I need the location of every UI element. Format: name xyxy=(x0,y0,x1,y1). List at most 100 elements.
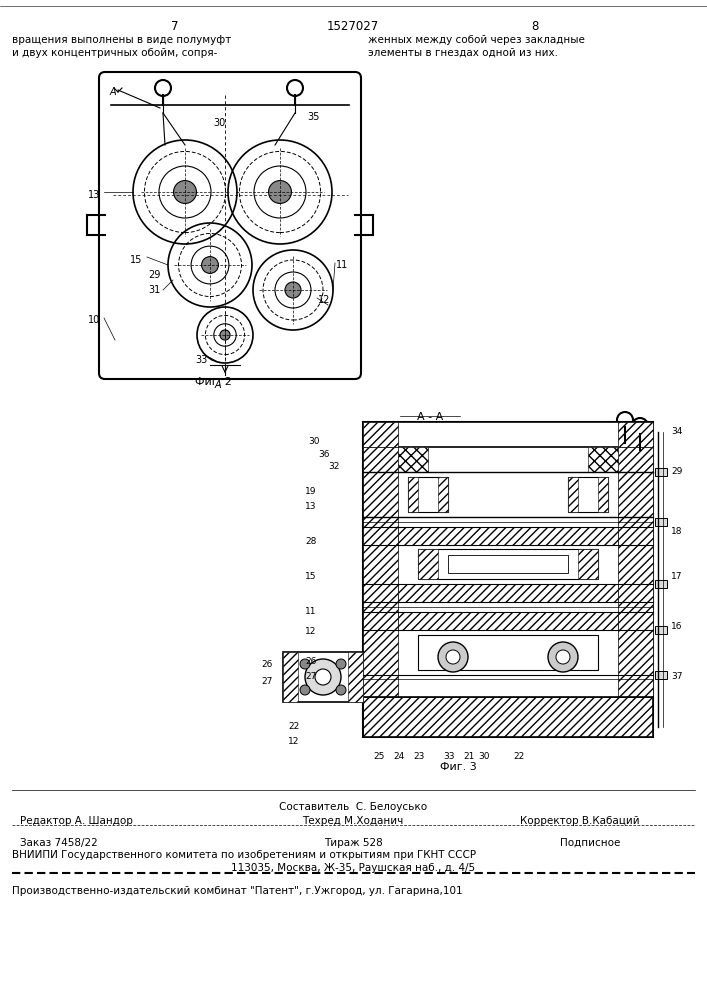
Text: 7: 7 xyxy=(171,20,179,33)
Text: женных между собой через закладные: женных между собой через закладные xyxy=(368,35,585,45)
Circle shape xyxy=(556,650,570,664)
Circle shape xyxy=(201,257,218,273)
Text: 30: 30 xyxy=(478,752,489,761)
Bar xyxy=(283,652,363,702)
Text: 12: 12 xyxy=(318,295,330,305)
Text: 12: 12 xyxy=(288,737,299,746)
Text: Подписное: Подписное xyxy=(560,838,620,848)
Circle shape xyxy=(305,659,341,695)
Circle shape xyxy=(285,282,301,298)
Bar xyxy=(398,584,618,602)
Circle shape xyxy=(300,659,310,669)
Bar xyxy=(655,626,667,634)
Bar xyxy=(578,549,598,579)
Text: Производственно-издательский комбинат "Патент", г.Ужгород, ул. Гагарина,101: Производственно-издательский комбинат "П… xyxy=(12,886,462,896)
Text: 34: 34 xyxy=(671,427,682,436)
Text: 8: 8 xyxy=(532,20,539,33)
Text: элементы в гнездах одной из них.: элементы в гнездах одной из них. xyxy=(368,48,558,58)
Text: 10: 10 xyxy=(88,315,100,325)
Text: Редактор А. Шандор: Редактор А. Шандор xyxy=(20,816,133,826)
Text: Тираж 528: Тираж 528 xyxy=(324,838,382,848)
Circle shape xyxy=(336,685,346,695)
Bar xyxy=(363,422,653,447)
Bar xyxy=(568,477,578,512)
Bar xyxy=(655,518,667,526)
Text: 19: 19 xyxy=(305,487,317,496)
Text: Составитель  С. Белоуськo: Составитель С. Белоуськo xyxy=(279,802,427,812)
Bar xyxy=(348,652,363,702)
Text: 24: 24 xyxy=(393,752,404,761)
Bar xyxy=(418,635,598,670)
Circle shape xyxy=(548,642,578,672)
Text: вращения выполнены в виде полумуфт: вращения выполнены в виде полумуфт xyxy=(12,35,231,45)
Bar xyxy=(408,477,448,512)
Bar xyxy=(363,422,653,737)
Bar xyxy=(438,477,448,512)
Text: 15: 15 xyxy=(305,572,317,581)
Bar xyxy=(398,527,618,545)
Text: Техред М.Ходанич: Техред М.Ходанич xyxy=(303,816,404,826)
Text: Фиг. 2: Фиг. 2 xyxy=(195,377,232,387)
Text: 26: 26 xyxy=(261,660,272,669)
Text: 33: 33 xyxy=(195,355,207,365)
Text: 30: 30 xyxy=(213,118,226,128)
Text: Фиг. 3: Фиг. 3 xyxy=(440,762,477,772)
Text: 27: 27 xyxy=(305,672,316,681)
Circle shape xyxy=(336,659,346,669)
Text: 18: 18 xyxy=(671,527,682,536)
Bar xyxy=(598,477,608,512)
Text: 13: 13 xyxy=(88,190,100,200)
Circle shape xyxy=(446,650,460,664)
Text: Корректор В.Кабаций: Корректор В.Кабаций xyxy=(520,816,640,826)
Text: 36: 36 xyxy=(318,450,329,459)
Text: 29: 29 xyxy=(148,270,160,280)
Text: 23: 23 xyxy=(413,752,424,761)
Bar xyxy=(448,555,568,573)
Text: 27: 27 xyxy=(261,677,272,686)
Text: А: А xyxy=(215,380,221,390)
Text: 25: 25 xyxy=(373,752,385,761)
Text: 35: 35 xyxy=(307,112,320,122)
Text: 31: 31 xyxy=(148,285,160,295)
Bar xyxy=(363,697,653,737)
Text: 33: 33 xyxy=(443,752,455,761)
Text: 11: 11 xyxy=(336,260,349,270)
Text: 11: 11 xyxy=(305,607,317,616)
Text: 1527027: 1527027 xyxy=(327,20,379,33)
Circle shape xyxy=(315,669,331,685)
Text: ВНИИПИ Государственного комитета по изобретениям и открытиям при ГКНТ СССР: ВНИИПИ Государственного комитета по изоб… xyxy=(12,850,476,860)
Text: 13: 13 xyxy=(305,502,317,511)
Circle shape xyxy=(300,685,310,695)
Text: 30: 30 xyxy=(308,437,320,446)
Bar xyxy=(283,652,298,702)
Bar xyxy=(588,447,618,472)
Bar xyxy=(655,580,667,588)
Text: 28: 28 xyxy=(305,537,316,546)
Text: и двух концентричных обойм, сопря-: и двух концентричных обойм, сопря- xyxy=(12,48,217,58)
Text: 113035, Москва, Ж-35, Раушская наб., д. 4/5: 113035, Москва, Ж-35, Раушская наб., д. … xyxy=(231,863,475,873)
Bar xyxy=(655,671,667,679)
Bar xyxy=(568,477,608,512)
Text: 22: 22 xyxy=(288,722,299,731)
Bar xyxy=(655,468,667,476)
Text: 17: 17 xyxy=(671,572,682,581)
Bar xyxy=(618,447,653,697)
Circle shape xyxy=(220,330,230,340)
Text: 22: 22 xyxy=(513,752,525,761)
Bar xyxy=(418,549,438,579)
Circle shape xyxy=(438,642,468,672)
Bar xyxy=(363,422,398,447)
Text: 16: 16 xyxy=(671,622,682,631)
Text: А: А xyxy=(110,87,117,97)
Bar xyxy=(398,612,618,630)
Bar xyxy=(418,549,598,579)
Text: 21: 21 xyxy=(463,752,474,761)
Text: 15: 15 xyxy=(130,255,142,265)
Circle shape xyxy=(173,181,197,203)
Text: Заказ 7458/22: Заказ 7458/22 xyxy=(20,838,98,848)
Bar xyxy=(618,422,653,447)
Bar xyxy=(398,447,428,472)
Text: 37: 37 xyxy=(671,672,682,681)
Bar xyxy=(408,477,418,512)
Bar xyxy=(363,447,398,697)
